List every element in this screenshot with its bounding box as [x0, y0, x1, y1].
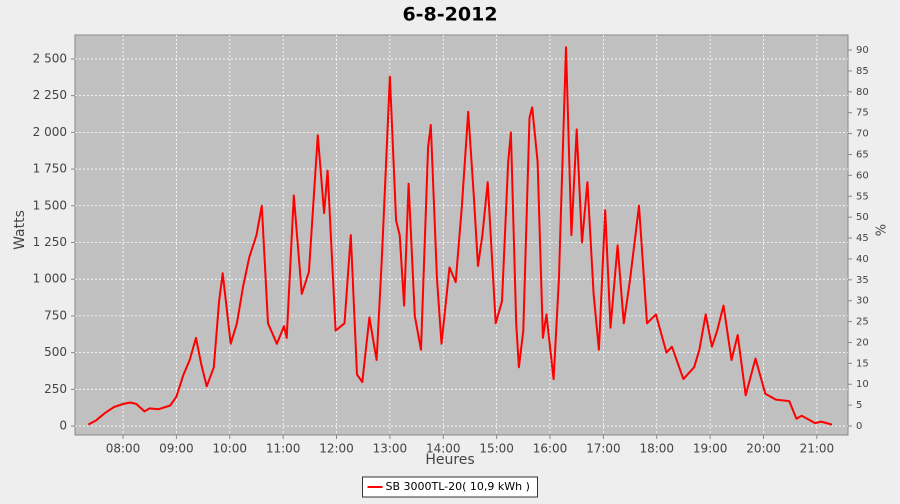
y2-tick-label: 60 — [856, 170, 869, 181]
x-tick-label: 17:00 — [586, 442, 621, 456]
plot-area — [74, 34, 849, 436]
y2-tick-label: 80 — [856, 87, 869, 98]
y2-tick-label: 85 — [856, 66, 869, 77]
y2-tick-label: 20 — [856, 337, 869, 348]
x-tick-label: 15:00 — [479, 442, 514, 456]
x-tick-label: 13:00 — [373, 442, 408, 456]
y2-axis-label: % — [875, 224, 890, 236]
y-tick-label: 1 250 — [33, 235, 67, 249]
y-tick-label: 250 — [44, 382, 67, 396]
x-tick-label: 21:00 — [800, 442, 835, 456]
x-tick-label: 16:00 — [533, 442, 568, 456]
y2-tick-label: 45 — [856, 233, 869, 244]
y2-tick-label: 75 — [856, 108, 869, 119]
y-tick-label: 2 500 — [33, 51, 67, 65]
x-tick-label: 10:00 — [212, 442, 247, 456]
y-tick-label: 2 250 — [33, 88, 67, 102]
y-tick-label: 1 500 — [33, 198, 67, 212]
y2-tick-label: 55 — [856, 191, 869, 202]
y-tick-label: 500 — [44, 345, 67, 359]
y2-tick-label: 70 — [856, 129, 869, 140]
x-tick-label: 18:00 — [639, 442, 674, 456]
x-tick-label: 12:00 — [319, 442, 354, 456]
y-tick-label: 2 000 — [33, 125, 67, 139]
y-tick-label: 1 750 — [33, 162, 67, 176]
y2-tick-label: 25 — [856, 317, 869, 328]
x-tick-label: 14:00 — [426, 442, 461, 456]
x-tick-label: 09:00 — [159, 442, 194, 456]
x-axis-label: Heures — [425, 452, 474, 468]
y-axis-label: Watts — [12, 210, 28, 250]
legend-label: SB 3000TL-20( 10,9 kWh ) — [386, 480, 530, 493]
x-tick-label: 20:00 — [746, 442, 781, 456]
y-tick-label: 750 — [44, 308, 67, 322]
chart-title: 6-8-2012 — [402, 4, 497, 26]
y2-tick-label: 65 — [856, 149, 869, 160]
y2-tick-label: 30 — [856, 296, 869, 307]
x-tick-label: 11:00 — [266, 442, 301, 456]
y2-tick-label: 50 — [856, 212, 869, 223]
y-tick-label: 0 — [59, 419, 67, 433]
series-line — [87, 46, 833, 426]
y2-tick-label: 0 — [856, 421, 862, 432]
y2-tick-label: 35 — [856, 275, 869, 286]
x-tick-label: 19:00 — [693, 442, 728, 456]
y2-tick-label: 40 — [856, 254, 869, 265]
y2-tick-label: 10 — [856, 379, 869, 390]
y2-tick-label: 90 — [856, 45, 869, 56]
y2-tick-label: 5 — [856, 400, 862, 411]
y-tick-label: 1 000 — [33, 272, 67, 286]
y2-tick-label: 15 — [856, 358, 869, 369]
x-tick-label: 08:00 — [106, 442, 141, 456]
legend-box — [362, 476, 538, 498]
